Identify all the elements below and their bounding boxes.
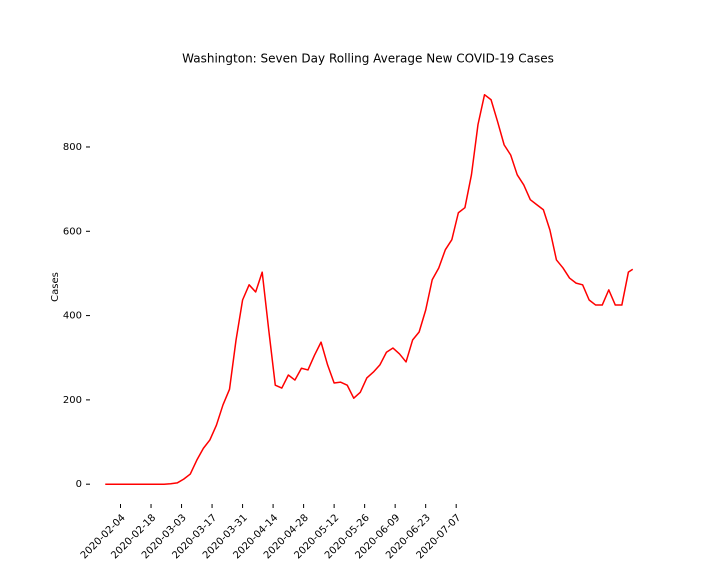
y-tick-label: 600 xyxy=(63,226,82,237)
data-line xyxy=(105,93,634,485)
y-tick-label: 800 xyxy=(63,142,82,153)
chart-title: Washington: Seven Day Rolling Average Ne… xyxy=(182,52,554,66)
y-tick-label: 200 xyxy=(63,395,82,406)
y-tick-label: 0 xyxy=(76,479,82,490)
y-tick-label: 400 xyxy=(63,311,82,322)
y-axis-label: Cases xyxy=(50,272,61,302)
